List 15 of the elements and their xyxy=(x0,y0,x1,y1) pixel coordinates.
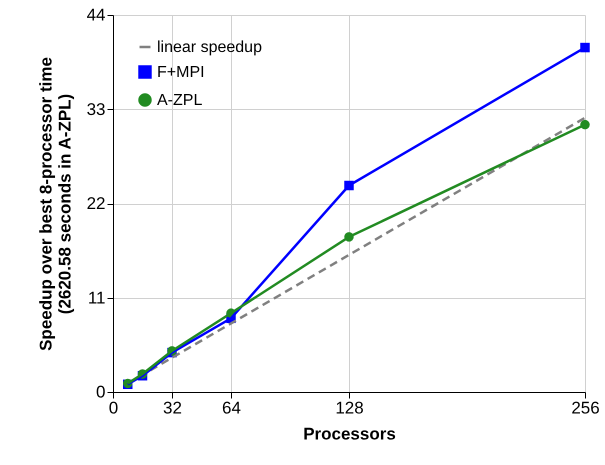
x-tick-label: 32 xyxy=(163,398,182,418)
y-tick-label: 33 xyxy=(86,100,106,119)
x-tick-label: 0 xyxy=(108,398,118,418)
legend-label: A-ZPL xyxy=(157,92,202,109)
y-tick-label: 22 xyxy=(86,194,106,213)
x-tick-label: 256 xyxy=(571,398,600,418)
legend-label: linear speedup xyxy=(157,39,262,56)
legend-label: F+MPI xyxy=(157,64,205,81)
x-tick-label: 64 xyxy=(222,398,241,418)
y-tick-label: 11 xyxy=(88,288,106,308)
y-tick-label: 0 xyxy=(96,382,106,402)
y-tick-label: 44 xyxy=(86,6,106,24)
y-axis-title: Speedup over best 8-processor time (2620.58 seconds in A-ZPL) xyxy=(36,57,75,351)
x-tick-label: 128 xyxy=(335,398,364,418)
x-axis-title: Processors xyxy=(303,424,396,444)
